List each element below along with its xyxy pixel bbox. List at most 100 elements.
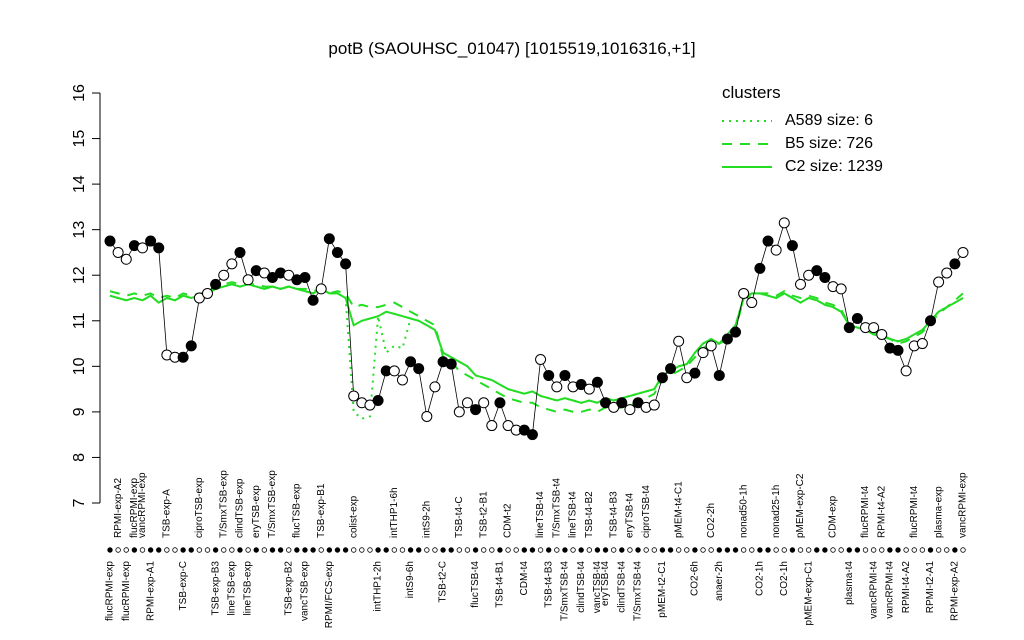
x-label-top: TSB-t4-B3 xyxy=(608,491,619,538)
sample-dot xyxy=(269,547,276,553)
sample-dot xyxy=(245,547,251,553)
sample-dot xyxy=(302,547,308,553)
sample-dot xyxy=(781,547,787,553)
y-tick-label: 12 xyxy=(71,266,88,284)
x-label-bottom: CO2-6h xyxy=(690,561,701,596)
sample-dot xyxy=(416,547,422,553)
x-label-bottom: T/SmxTSB-t4 xyxy=(633,561,644,621)
x-label-bottom: CO2-1h xyxy=(779,561,790,596)
sample-point xyxy=(518,424,530,436)
sample-point xyxy=(803,269,815,281)
x-label-bottom: RPMI/FCS-exp xyxy=(324,561,335,629)
sample-point xyxy=(933,276,945,288)
x-label-top: plasma-exp xyxy=(933,486,944,538)
sample-point xyxy=(104,235,116,247)
sample-point xyxy=(421,410,433,422)
x-label-top: CO2-2h xyxy=(706,503,717,538)
x-label-top: intTHP1-6h xyxy=(389,487,400,538)
x-label-bottom: CDM-t4 xyxy=(519,561,530,596)
sample-point xyxy=(876,328,888,340)
sample-dot xyxy=(497,547,503,553)
sample-dot xyxy=(684,547,690,553)
sample-point xyxy=(494,397,506,409)
sample-point xyxy=(665,363,677,375)
y-tick-label: 9 xyxy=(71,407,88,416)
sample-dot xyxy=(952,547,958,553)
sample-point xyxy=(543,369,555,381)
sample-dot xyxy=(375,547,381,553)
sample-point xyxy=(535,354,547,365)
sample-dot xyxy=(156,547,162,553)
legend-label: C2 size: 1239 xyxy=(785,158,883,175)
x-label-bottom: intTHP1-2h xyxy=(373,561,384,612)
y-tick-label: 14 xyxy=(71,175,88,193)
sample-dot xyxy=(797,547,804,553)
x-label-bottom: anaer-2h xyxy=(714,561,725,601)
sample-dot xyxy=(342,547,349,553)
sample-dot xyxy=(854,547,861,553)
sample-point xyxy=(900,365,912,377)
sample-dot xyxy=(212,547,219,553)
x-label-bottom: vancTSB-t4 xyxy=(592,561,603,614)
x-label-top: CDM-exp xyxy=(828,495,839,538)
sample-dot xyxy=(708,547,714,553)
sample-point xyxy=(258,267,270,279)
x-label-top: TSB-t2-B1 xyxy=(478,491,489,538)
chart-title: potB (SAOUHSC_01047) [1015519,1016316,+1… xyxy=(328,39,695,58)
sample-dot xyxy=(513,547,519,553)
sample-dot xyxy=(562,547,568,553)
sample-dot xyxy=(846,547,852,553)
sample-dot xyxy=(789,547,796,553)
sample-dot xyxy=(367,547,373,553)
sample-point xyxy=(120,253,132,265)
sample-dot xyxy=(879,547,885,553)
x-label-top: flucRPMI-exp xyxy=(129,478,140,538)
sample-dot xyxy=(318,547,324,553)
sample-point xyxy=(266,272,278,283)
sample-point xyxy=(591,376,603,388)
sample-point xyxy=(502,420,514,432)
sample-point xyxy=(600,397,612,409)
sample-point xyxy=(746,297,758,309)
sample-point xyxy=(608,401,620,413)
sample-point xyxy=(575,379,587,391)
x-label-top: vancRPMI-exp xyxy=(958,472,969,538)
x-label-bottom: plasma-t4 xyxy=(844,561,855,605)
sample-dot xyxy=(586,547,593,553)
sample-point xyxy=(470,404,482,416)
sample-dot xyxy=(935,547,942,553)
sample-dot xyxy=(651,547,657,553)
sample-dot xyxy=(472,547,479,553)
sample-dot xyxy=(805,547,812,553)
legend-label: A589 size: 6 xyxy=(785,112,873,129)
sample-dot xyxy=(919,547,926,553)
sample-dot xyxy=(594,547,601,553)
sample-point xyxy=(323,233,335,245)
sample-point xyxy=(405,356,417,368)
sample-point xyxy=(283,269,295,281)
sample-dot xyxy=(903,547,909,553)
sample-point xyxy=(754,262,766,274)
sample-point xyxy=(819,272,831,283)
sample-point xyxy=(201,287,213,299)
sample-point xyxy=(697,347,709,359)
x-label-top: pMEM-exp-C2 xyxy=(795,473,806,538)
y-tick-label: 7 xyxy=(71,498,88,507)
sample-dot xyxy=(359,547,365,553)
sample-dot xyxy=(123,547,129,553)
sample-dot xyxy=(351,547,357,553)
sample-point xyxy=(193,292,205,304)
sample-point xyxy=(795,278,807,290)
cluster-line xyxy=(109,281,964,413)
sample-dot xyxy=(944,547,950,553)
sample-dot xyxy=(188,547,194,553)
x-label-top: T/SmxTSB-exp xyxy=(218,470,229,538)
sample-dot xyxy=(643,547,649,553)
sample-point xyxy=(478,397,490,409)
x-label-top: eryTSB-t4 xyxy=(625,493,636,538)
sample-dot xyxy=(164,547,170,553)
sample-dot xyxy=(253,547,259,553)
sample-point xyxy=(486,420,498,432)
sample-point xyxy=(307,294,319,306)
